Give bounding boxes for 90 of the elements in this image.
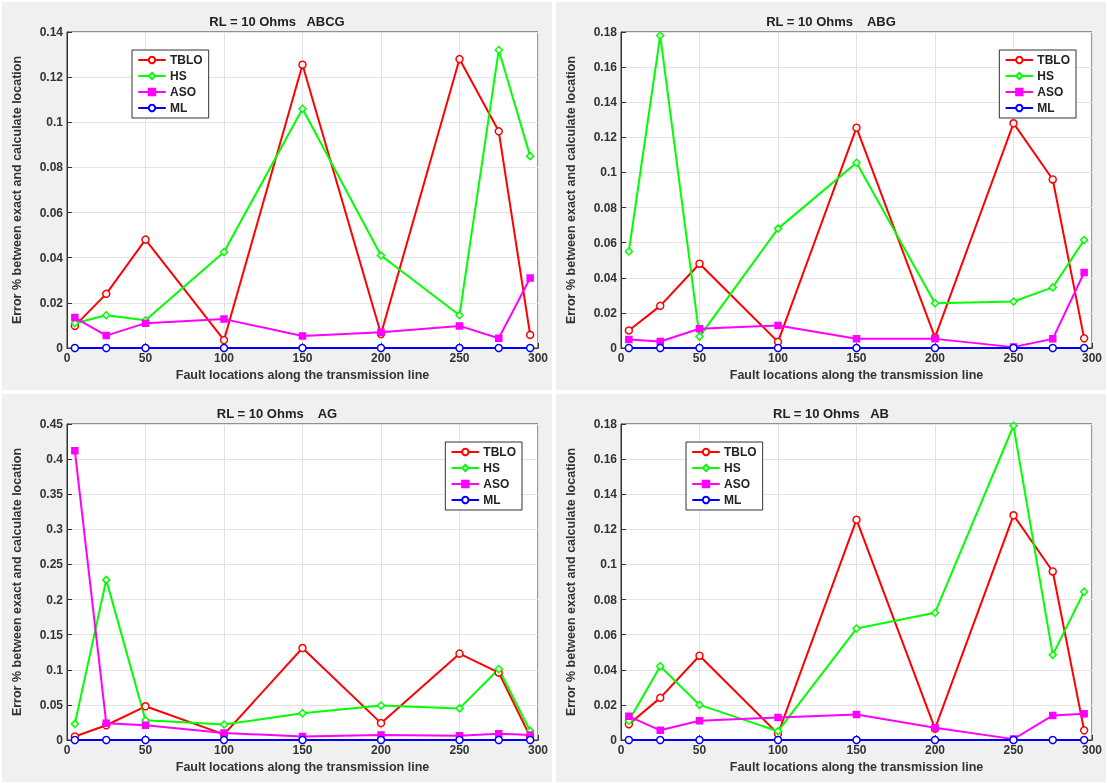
x-tick-label: 200	[924, 351, 946, 365]
y-tick-label: 0.06	[593, 235, 618, 250]
x-tick-label: 150	[846, 743, 867, 757]
y-tick-label: 0.08	[39, 160, 64, 175]
x-tick-label: 150	[292, 743, 313, 757]
x-tick-label: 300	[1081, 743, 1103, 757]
legend-label: ASO	[1037, 85, 1064, 99]
legend-label: TBLO	[483, 445, 517, 459]
legend-label: ML	[483, 493, 501, 507]
x-tick-label: 200	[924, 743, 946, 757]
y-tick-label: 0	[610, 341, 618, 355]
x-tick-label: 50	[138, 743, 153, 757]
legend-label: ASO	[170, 85, 197, 99]
x-axis-title: Fault locations along the transmission line	[729, 760, 984, 775]
x-tick-label: 50	[692, 351, 707, 365]
chart-title: RL = 10 Ohms AG	[216, 406, 338, 421]
x-tick-label: 250	[1003, 351, 1024, 365]
y-tick-label: 0.04	[593, 662, 618, 677]
x-tick-label: 50	[138, 351, 153, 365]
x-tick-label: 150	[292, 351, 313, 365]
y-tick-label: 0.06	[39, 205, 64, 220]
y-tick-label: 0.12	[593, 130, 618, 145]
x-tick-label: 100	[767, 743, 789, 757]
y-tick-label: 0.1	[600, 557, 618, 572]
y-tick-label: 0.16	[593, 452, 618, 467]
chart-title: RL = 10 Ohms ABCG	[209, 14, 345, 29]
y-axis-title: Error % between exact and calculate location	[9, 447, 24, 717]
legend-label: ASO	[724, 477, 751, 491]
y-tick-label: 0.3	[46, 522, 64, 537]
y-tick-label: 0.1	[46, 662, 64, 677]
y-tick-label: 0.35	[39, 487, 64, 502]
legend-label: HS	[170, 69, 187, 83]
x-tick-label: 100	[213, 351, 235, 365]
y-tick-label: 0.12	[593, 522, 618, 537]
x-axis-title: Fault locations along the transmission line	[175, 368, 430, 383]
y-tick-label: 0.02	[593, 305, 618, 320]
y-tick-label: 0.1	[46, 115, 64, 130]
y-tick-label: 0.04	[593, 270, 618, 285]
legend-label: HS	[724, 461, 741, 475]
y-tick-label: 0	[56, 733, 64, 747]
legend-label: ML	[724, 493, 742, 507]
legend-label: TBLO	[724, 445, 757, 459]
x-tick-label: 100	[767, 351, 789, 365]
y-tick-label: 0.18	[593, 417, 618, 431]
y-tick-label: 0.45	[39, 417, 64, 431]
y-axis-title: Error % between exact and calculate location	[563, 55, 578, 325]
y-tick-label: 0.16	[593, 60, 618, 75]
legend-label: ML	[1037, 101, 1055, 115]
legend-label: ASO	[483, 477, 510, 491]
y-tick-label: 0.05	[39, 697, 64, 712]
y-tick-label: 0.18	[593, 25, 618, 39]
legend-label: TBLO	[170, 53, 203, 67]
y-tick-label: 0.02	[39, 295, 64, 310]
y-tick-label: 0.15	[39, 627, 64, 642]
x-axis-title: Fault locations along the transmission line	[175, 760, 430, 775]
y-tick-label: 0.1	[600, 165, 618, 180]
y-tick-label: 0.4	[46, 452, 64, 467]
y-axis-title: Error % between exact and calculate location	[9, 55, 24, 325]
x-tick-label: 100	[213, 743, 235, 757]
x-axis-title: Fault locations along the transmission line	[729, 368, 984, 383]
y-tick-label: 0.08	[593, 200, 618, 215]
x-tick-label: 150	[846, 351, 867, 365]
x-tick-label: 250	[449, 351, 470, 365]
y-tick-label: 0.08	[593, 592, 618, 607]
legend-label: TBLO	[1037, 53, 1071, 67]
x-tick-label: 50	[692, 743, 707, 757]
legend-label: HS	[483, 461, 501, 475]
y-tick-label: 0	[56, 341, 64, 355]
chart-title: RL = 10 Ohms AB	[773, 406, 889, 421]
chart-title: RL = 10 Ohms ABG	[766, 14, 896, 29]
x-tick-label: 300	[527, 743, 549, 757]
x-tick-label: 250	[449, 743, 470, 757]
legend-label: HS	[1037, 69, 1055, 83]
y-tick-label: 0.2	[46, 592, 64, 607]
y-tick-label: 0.25	[39, 557, 64, 572]
y-tick-label: 0.14	[593, 95, 618, 110]
y-tick-label: 0.14	[39, 25, 64, 39]
y-tick-label: 0.02	[593, 697, 618, 712]
y-tick-label: 0	[610, 733, 618, 747]
y-axis-title: Error % between exact and calculate location	[563, 447, 578, 717]
x-tick-label: 250	[1003, 743, 1024, 757]
x-tick-label: 300	[527, 351, 549, 365]
x-tick-label: 300	[1081, 351, 1103, 365]
legend-label: ML	[170, 101, 188, 115]
x-tick-label: 200	[370, 743, 392, 757]
y-tick-label: 0.04	[39, 250, 64, 265]
x-tick-label: 200	[370, 351, 392, 365]
y-tick-label: 0.06	[593, 627, 618, 642]
y-tick-label: 0.14	[593, 487, 618, 502]
y-tick-label: 0.12	[39, 70, 64, 85]
